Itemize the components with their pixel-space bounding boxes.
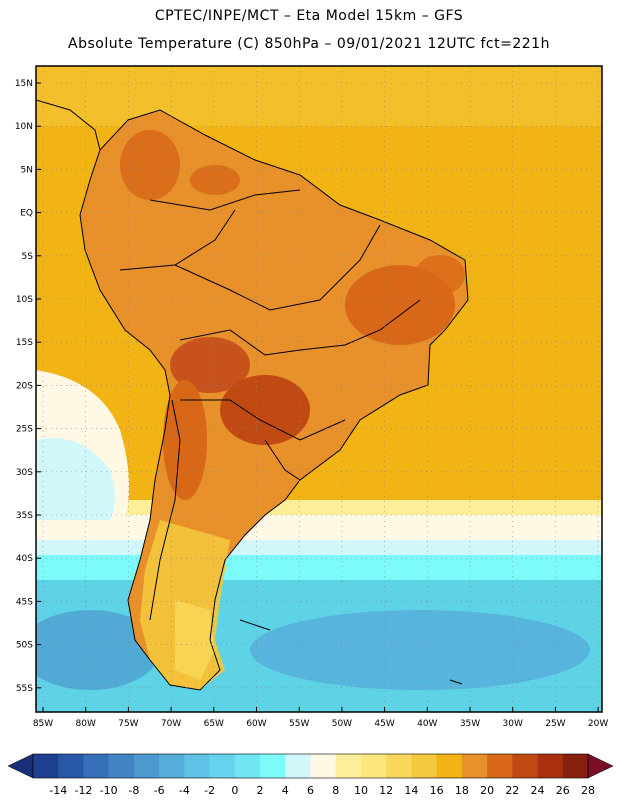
lon-tick-label: 55W bbox=[289, 719, 309, 729]
colorbar-label: 0 bbox=[231, 784, 238, 797]
lat-tick-label: 35S bbox=[16, 511, 33, 521]
colorbar-swatch bbox=[184, 754, 210, 778]
colorbar-label: 26 bbox=[556, 784, 570, 797]
lat-tick-label: 15S bbox=[16, 338, 33, 348]
colorbar-swatch bbox=[411, 754, 437, 778]
colorbar-label: -14 bbox=[49, 784, 67, 797]
colorbar-swatch bbox=[512, 754, 538, 778]
colorbar-label: -4 bbox=[179, 784, 190, 797]
colorbar-swatch bbox=[461, 754, 488, 778]
lon-tick-label: 40W bbox=[417, 719, 437, 729]
colorbar-label: 14 bbox=[404, 784, 418, 797]
lon-tick-label: 70W bbox=[161, 719, 181, 729]
colorbar-label: -10 bbox=[100, 784, 118, 797]
lat-tick-label: 15N bbox=[15, 79, 33, 89]
coastline-borders bbox=[36, 99, 469, 691]
lat-tick-label: 50S bbox=[16, 641, 33, 651]
colorbar-swatch bbox=[310, 754, 337, 778]
lon-tick-label: 35W bbox=[460, 719, 480, 729]
colorbar-over-arrow bbox=[587, 753, 614, 779]
colorbar-swatch bbox=[335, 754, 362, 778]
colorbar-swatch bbox=[234, 754, 261, 778]
colorbar-label: -8 bbox=[128, 784, 139, 797]
colorbar-label: 22 bbox=[505, 784, 519, 797]
colorbar-swatch bbox=[83, 754, 109, 778]
colorbar-swatch bbox=[386, 754, 412, 778]
lon-tick-label: 80W bbox=[76, 719, 96, 729]
colorbar-swatch bbox=[209, 754, 236, 778]
lat-tick-label: 10N bbox=[15, 122, 33, 132]
colorbar-label: 16 bbox=[430, 784, 444, 797]
colorbar-swatch bbox=[285, 754, 311, 778]
lon-tick-label: 25W bbox=[545, 719, 565, 729]
lat-tick-label: 5N bbox=[21, 165, 33, 175]
colorbar-swatch bbox=[58, 754, 84, 778]
colorbar-swatch bbox=[108, 754, 135, 778]
colorbar-label: 6 bbox=[307, 784, 314, 797]
lat-tick-label: 5S bbox=[22, 252, 34, 262]
colorbar-under-arrow bbox=[7, 753, 34, 779]
colorbar-label: -12 bbox=[74, 784, 92, 797]
lon-tick-label: 30W bbox=[503, 719, 523, 729]
colorbar-swatch bbox=[133, 754, 160, 778]
latitude-axis: 15N 10N 5N EQ 5S 10S 15S 20S 25S 30S 35S 40S 45S 50S 5… bbox=[15, 79, 41, 694]
colorbar-label: -6 bbox=[154, 784, 165, 797]
colorbar-label: 18 bbox=[455, 784, 469, 797]
map-frame bbox=[35, 65, 603, 713]
lat-tick-label: EQ bbox=[20, 209, 33, 219]
colorbar-label: 12 bbox=[379, 784, 393, 797]
temperature-field bbox=[36, 66, 602, 712]
colorbar-label: 2 bbox=[257, 784, 264, 797]
colorbar-swatch bbox=[487, 754, 513, 778]
colorbar-swatch bbox=[537, 754, 564, 778]
lat-tick-label: 40S bbox=[16, 554, 33, 564]
lon-tick-label: 60W bbox=[246, 719, 266, 729]
colorbar-label: 28 bbox=[581, 784, 595, 797]
colorbar-swatch bbox=[436, 754, 463, 778]
colorbar-label: 4 bbox=[282, 784, 289, 797]
colorbar-swatch bbox=[159, 754, 185, 778]
lon-tick-label: 75W bbox=[118, 719, 138, 729]
colorbar-swatch bbox=[33, 754, 59, 778]
longitude-axis: 85W 80W 75W 70W 65W 60W 55W 50W 45W 40W 35W 30W 25W 2… bbox=[33, 707, 608, 729]
lon-tick-label: 85W bbox=[33, 719, 53, 729]
lon-tick-label: 20W bbox=[588, 719, 608, 729]
lat-tick-label: 45S bbox=[16, 597, 33, 607]
colorbar: -14 -12 -10 -8 -6 -4 -2 0 2 4 6 8 10 12 14 16 18 20 22 24 26… bbox=[7, 753, 614, 797]
colorbar-swatch bbox=[562, 754, 589, 778]
title-line-1: CPTEC/INPE/MCT – Eta Model 15km – GFS bbox=[154, 8, 464, 24]
title-line-2: Absolute Temperature (C) 850hPa – 09/01/… bbox=[68, 36, 550, 52]
lat-tick-label: 20S bbox=[16, 381, 33, 391]
lat-tick-label: 55S bbox=[16, 684, 33, 694]
colorbar-label: 8 bbox=[332, 784, 339, 797]
colorbar-swatch bbox=[260, 754, 286, 778]
colorbar-label: 24 bbox=[531, 784, 545, 797]
lon-tick-label: 50W bbox=[332, 719, 352, 729]
hot-region-paraguay bbox=[220, 375, 310, 445]
lat-tick-label: 30S bbox=[16, 468, 33, 478]
hot-region-chaco bbox=[170, 337, 250, 393]
colorbar-swatch bbox=[360, 754, 387, 778]
colorbar-label: 20 bbox=[480, 784, 494, 797]
colorbar-label: 10 bbox=[354, 784, 368, 797]
lon-tick-label: 45W bbox=[374, 719, 394, 729]
lat-tick-label: 10S bbox=[16, 295, 33, 305]
lat-tick-label: 25S bbox=[16, 425, 33, 435]
lon-tick-label: 65W bbox=[204, 719, 224, 729]
colorbar-label: -2 bbox=[204, 784, 215, 797]
cold-sea-core bbox=[250, 610, 590, 690]
